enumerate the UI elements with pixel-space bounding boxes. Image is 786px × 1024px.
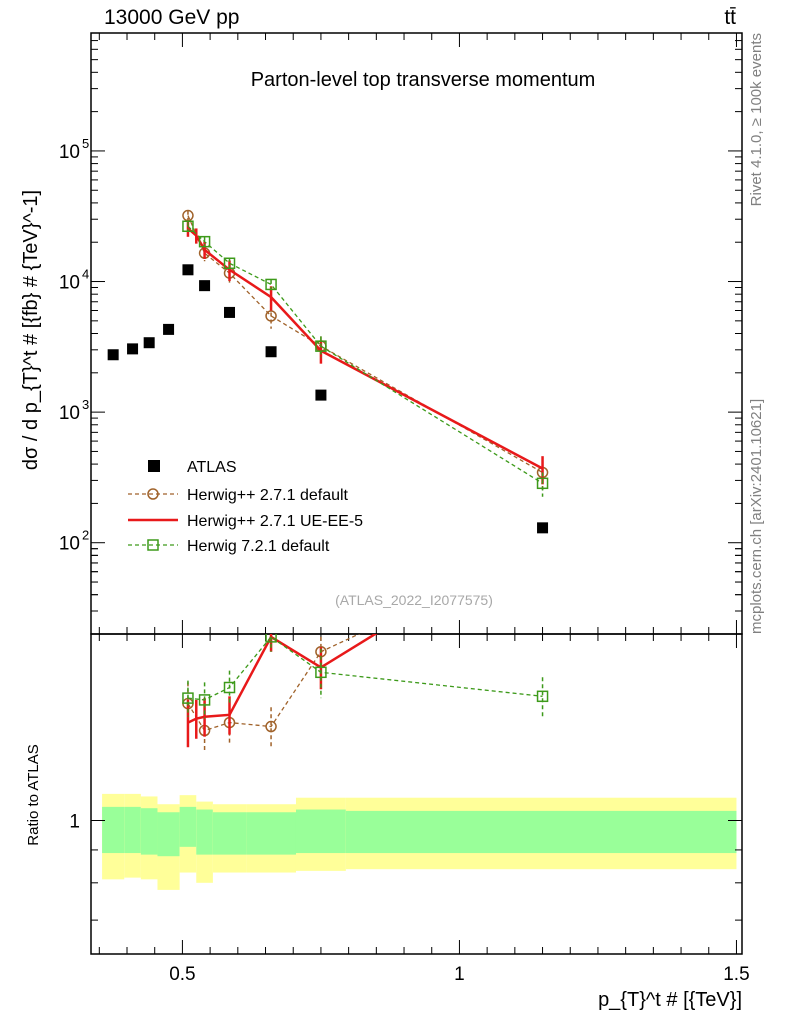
ratio-series-line: [187, 634, 378, 724]
tick-labels: 0.5 1 1.510 210 310 410 51: [59, 136, 750, 985]
x-tick-label: 0.5: [169, 964, 195, 985]
atlas-data-point: [265, 346, 277, 358]
series-line: [187, 225, 543, 484]
atlas-data-point: [182, 264, 194, 276]
analysis-label: (ATLAS_2022_I2077575): [335, 592, 493, 608]
y-tick-label-exponent: 5: [82, 136, 89, 151]
square-marker: [182, 692, 194, 704]
square-marker: [223, 257, 236, 270]
legend-label: Herwig++ 2.7.1 UE-EE-5: [187, 513, 363, 530]
atlas-data-point: [199, 280, 211, 292]
legend-label: Herwig 7.2.1 default: [187, 538, 330, 555]
series-line: [187, 227, 544, 470]
y-tick-label-main: 10: [59, 273, 80, 294]
inner-band-segment: [246, 812, 296, 855]
square-marker: [315, 340, 327, 352]
inner-band-segment: [196, 809, 213, 855]
inner-band-segment: [212, 812, 247, 855]
ratio-uncertainty-bands: [102, 793, 737, 890]
y-tick-label-main: 10: [59, 142, 80, 163]
axis-ticks: [91, 32, 742, 954]
square-marker: [147, 539, 159, 551]
rivet-label: Rivet 4.1.0, ≥ 100k events: [748, 33, 765, 206]
ratio-series-line: [187, 634, 361, 732]
circle-marker: [265, 310, 277, 322]
legend-marker-atlas: [148, 460, 160, 472]
source-label: mcplots.cern.ch [arXiv:2401.10621]: [748, 399, 765, 634]
series-line: [187, 215, 543, 474]
atlas-data-point: [143, 337, 155, 349]
y-tick-label-main: 10: [59, 403, 80, 424]
y-tick-label-exponent: 2: [82, 528, 89, 543]
x-tick-label: 1: [454, 964, 465, 985]
inner-band-segment: [179, 806, 197, 847]
legend-label: Herwig++ 2.7.1 default: [187, 487, 349, 504]
chart-title: Parton-level top transverse momentum: [251, 69, 596, 91]
square-marker: [182, 220, 194, 233]
energy-label: 13000 GeV pp: [104, 6, 240, 29]
inner-band-segment: [157, 812, 180, 857]
x-axis-title: p_{T}^t # [{TeV}]: [598, 989, 742, 1011]
process-label: tt̄: [724, 6, 736, 29]
circle-marker: [147, 488, 159, 500]
atlas-data-point: [537, 522, 549, 534]
atlas-data-point: [107, 349, 119, 361]
y-tick-label-exponent: 3: [82, 397, 89, 412]
main-series-layer: [107, 209, 549, 534]
ratio-series-line: [187, 635, 543, 701]
square-marker: [536, 690, 549, 703]
square-marker: [536, 477, 549, 490]
circle-marker: [265, 720, 277, 733]
legend-label: ATLAS: [187, 459, 237, 476]
ratio-series-layer: [182, 543, 549, 752]
inner-band-segment: [140, 808, 158, 855]
square-marker: [265, 278, 277, 291]
inner-band-segment: [295, 809, 346, 854]
atlas-data-point: [224, 306, 236, 318]
square-marker: [198, 235, 211, 248]
circle-marker: [538, 543, 548, 553]
square-marker: [198, 694, 211, 706]
y-axis-title-main: dσ / d p_{T}^t # [{fb} # {TeV}^-1]: [20, 190, 42, 470]
legend: ATLAS Herwig++ 2.7.1 default Herwig++ 2.7.…: [128, 459, 363, 555]
atlas-data-point: [163, 323, 175, 335]
inner-band-segment: [345, 810, 737, 854]
square-marker: [315, 666, 327, 679]
y-axis-title-ratio: Ratio to ATLAS: [25, 744, 42, 845]
ratio-plot-frame: [90, 633, 743, 955]
x-tick-label: 1.5: [723, 964, 749, 985]
y-tick-label-ratio: 1: [69, 812, 80, 833]
inner-band-segment: [102, 806, 125, 854]
y-tick-label-exponent: 4: [82, 267, 89, 282]
atlas-data-point: [127, 343, 139, 355]
y-tick-label-main: 10: [59, 534, 80, 555]
square-marker: [265, 634, 277, 643]
atlas-data-point: [315, 389, 327, 401]
square-marker: [223, 681, 236, 694]
inner-band-segment: [124, 806, 141, 854]
